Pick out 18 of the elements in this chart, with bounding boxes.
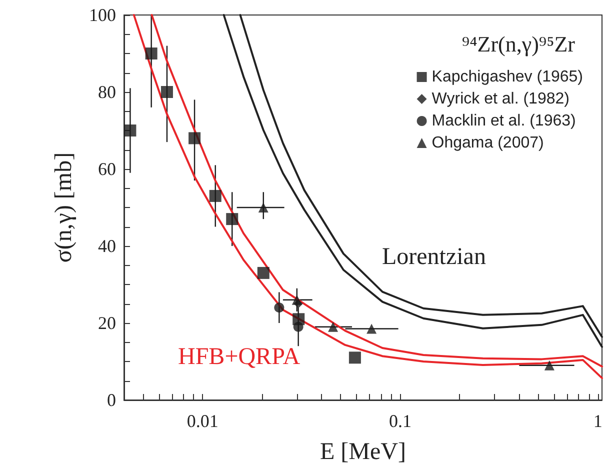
- y-tick-label: 40: [98, 236, 116, 256]
- x-axis-title: E [MeV]: [320, 439, 406, 465]
- legend-label: Wyrick et al. (1982): [432, 90, 570, 108]
- y-tick-label: 0: [107, 390, 116, 410]
- y-axis-title: σ(n,γ) [mb]: [51, 152, 77, 263]
- y-tick-label: 20: [98, 313, 116, 333]
- legend-label: Ohgama (2007): [432, 134, 544, 152]
- y-tick-label: 100: [89, 5, 116, 25]
- series-label: Lorentzian: [382, 244, 486, 270]
- x-tick-label: 1: [593, 411, 602, 431]
- legend-label: Kapchigashev (1965): [432, 68, 584, 86]
- y-tick-label: 80: [98, 82, 116, 102]
- text: ⁹⁴Zr(n,γ)⁹⁵Zr: [462, 32, 576, 56]
- series-label: HFB+QRPA: [178, 344, 301, 370]
- legend-label: Macklin et al. (1963): [432, 112, 576, 130]
- x-tick-label: 0.01: [186, 411, 218, 431]
- x-tick-label: 0.1: [388, 411, 412, 431]
- y-tick-label: 60: [98, 159, 116, 179]
